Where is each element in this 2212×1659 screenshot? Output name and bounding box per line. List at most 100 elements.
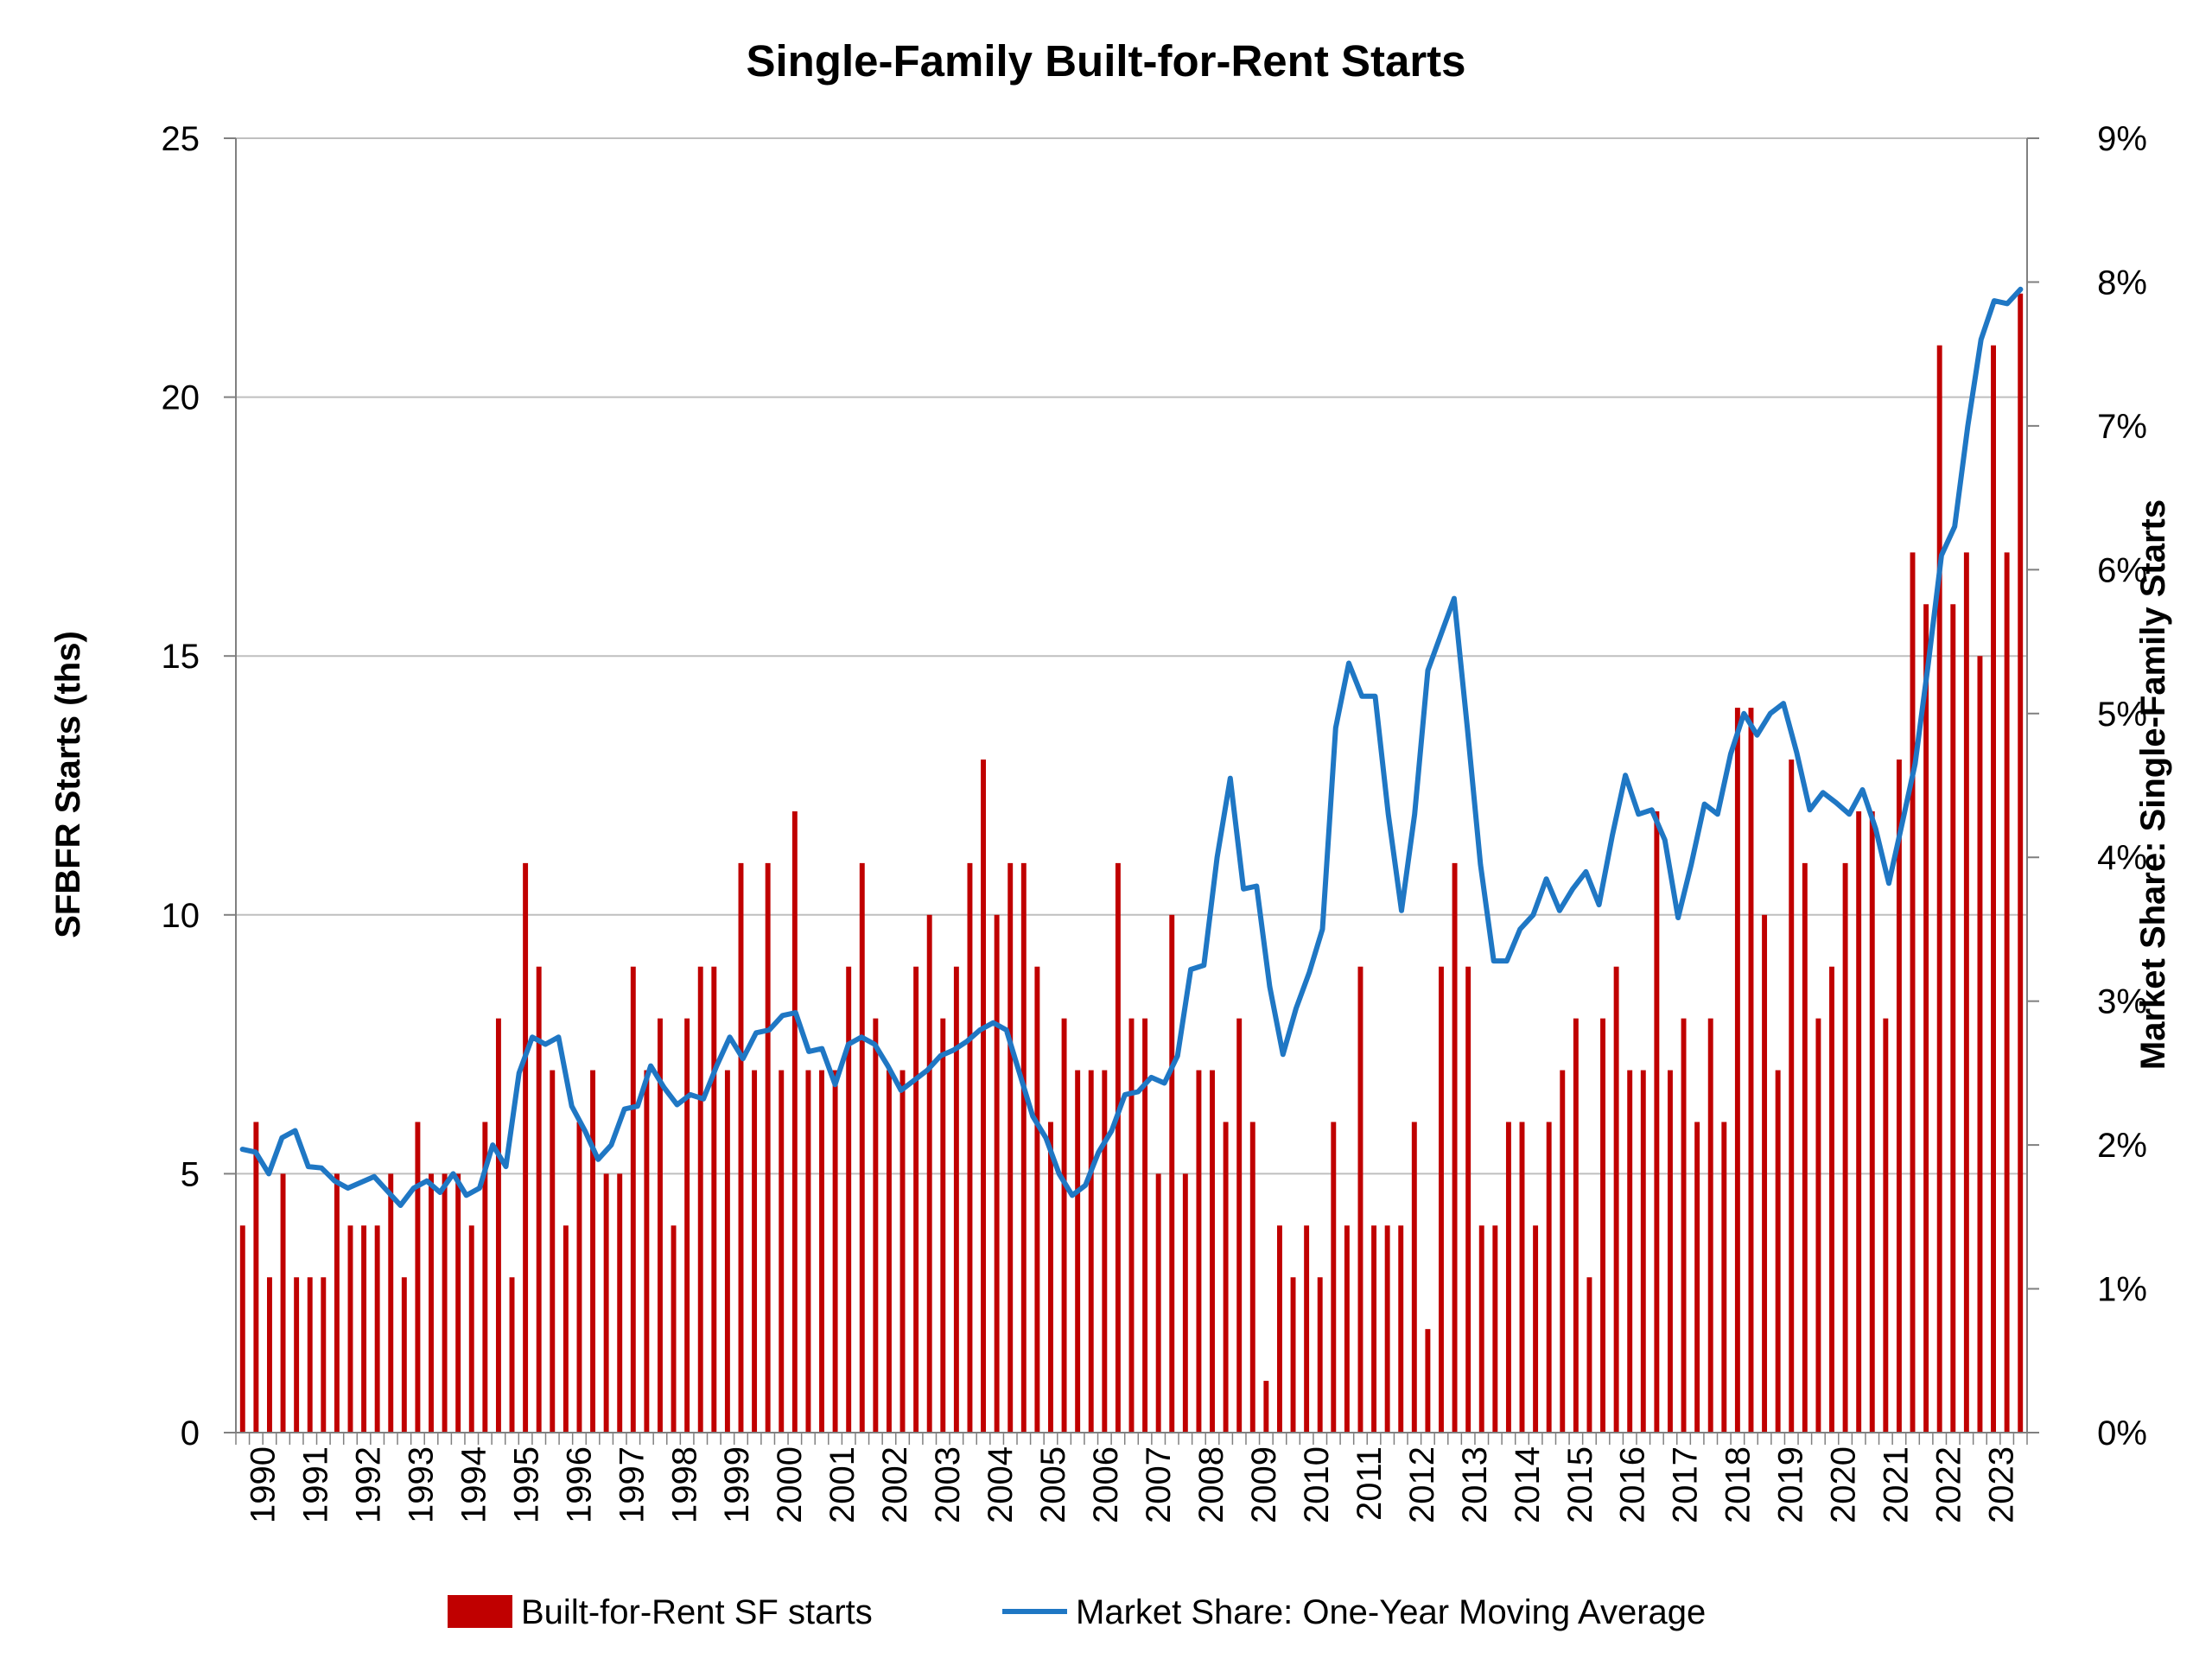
bar xyxy=(711,966,717,1433)
bar xyxy=(913,966,919,1433)
bar xyxy=(550,1070,556,1433)
bar xyxy=(1883,1018,1889,1433)
bar xyxy=(1842,862,1848,1433)
right-tick-label: 4% xyxy=(2097,839,2147,877)
legend-line-label: Market Share: One-Year Moving Average xyxy=(1076,1593,1706,1631)
bar xyxy=(617,1173,623,1433)
bar xyxy=(1411,1122,1417,1433)
bar xyxy=(994,914,1000,1433)
bar xyxy=(1115,862,1121,1433)
bar xyxy=(1977,656,1983,1433)
bar xyxy=(1762,914,1768,1433)
bar xyxy=(791,810,798,1433)
bar xyxy=(981,760,987,1433)
bar xyxy=(738,862,744,1433)
bar xyxy=(1384,1225,1390,1433)
bar xyxy=(1236,1018,1243,1433)
bar xyxy=(455,1173,461,1433)
bar xyxy=(1694,1122,1700,1433)
bar xyxy=(401,1277,407,1433)
bar xyxy=(1910,552,1916,1433)
x-tick-label: 2014 xyxy=(1509,1446,1547,1523)
x-tick-label: 1998 xyxy=(665,1446,703,1523)
bar xyxy=(752,1070,758,1433)
bar xyxy=(1627,1070,1633,1433)
x-tick-label: 2001 xyxy=(823,1446,861,1523)
bar xyxy=(1196,1070,1202,1433)
bar xyxy=(307,1277,313,1433)
bar xyxy=(886,1070,892,1433)
x-tick-label: 1997 xyxy=(613,1446,651,1523)
x-tick-label: 2010 xyxy=(1298,1446,1336,1523)
x-axis-ticks: 1990 1991 1992 1993 1994 1995 1996 1997 1998 1999… xyxy=(235,1433,2028,1523)
bar xyxy=(1128,1018,1135,1433)
bar xyxy=(1398,1225,1404,1433)
bar xyxy=(1896,760,1902,1433)
bar xyxy=(1263,1381,1269,1433)
bar xyxy=(1586,1277,1592,1433)
legend: Built-for-Rent SF starts Market Share: O… xyxy=(448,1593,1706,1631)
x-tick-label: 2005 xyxy=(1034,1446,1072,1523)
bar xyxy=(482,1122,488,1433)
x-tick-label: 2006 xyxy=(1087,1446,1125,1523)
bar xyxy=(1249,1122,1255,1433)
right-tick-label: 1% xyxy=(2097,1271,2147,1309)
bar xyxy=(1020,862,1027,1433)
bar xyxy=(347,1225,353,1433)
market-share-line xyxy=(239,286,2024,1208)
bar xyxy=(1425,1329,1431,1433)
bar xyxy=(1667,1070,1673,1433)
bar xyxy=(1533,1225,1539,1433)
left-tick-label: 0 xyxy=(181,1414,200,1452)
x-tick-label: 2016 xyxy=(1614,1446,1652,1523)
x-tick-label: 2018 xyxy=(1719,1446,1758,1523)
bar xyxy=(321,1277,327,1433)
bar xyxy=(280,1173,286,1433)
bar xyxy=(1102,1070,1108,1433)
bar xyxy=(1748,708,1754,1433)
bar xyxy=(846,966,852,1433)
bar xyxy=(1276,1225,1282,1433)
right-tick-label: 6% xyxy=(2097,551,2147,589)
left-axis-ticks: 0 5 10 15 20 25 xyxy=(162,120,236,1452)
bar xyxy=(1869,810,1875,1433)
bar xyxy=(1357,966,1363,1433)
x-tick-label: 2000 xyxy=(771,1446,809,1523)
bar xyxy=(374,1225,380,1433)
bar xyxy=(832,1070,838,1433)
bar xyxy=(576,1122,582,1433)
bar-series xyxy=(239,293,2024,1433)
bar xyxy=(2018,293,2024,1433)
bar xyxy=(899,1070,906,1433)
x-tick-label: 2019 xyxy=(1772,1446,1810,1523)
bar xyxy=(967,862,973,1433)
x-tick-label: 2017 xyxy=(1667,1446,1705,1523)
bar xyxy=(1721,1122,1727,1433)
bar xyxy=(644,1070,650,1433)
bar xyxy=(1304,1225,1310,1433)
bar xyxy=(267,1277,272,1433)
bar xyxy=(1331,1122,1337,1433)
x-tick-label: 2015 xyxy=(1561,1446,1599,1523)
bar xyxy=(2004,552,2010,1433)
bar xyxy=(1075,1070,1081,1433)
bar xyxy=(1169,914,1175,1433)
bar xyxy=(442,1173,448,1433)
right-tick-label: 3% xyxy=(2097,983,2147,1021)
bar xyxy=(1546,1122,1552,1433)
bar xyxy=(1600,1018,1605,1433)
bar xyxy=(1829,966,1834,1433)
bar xyxy=(1155,1173,1161,1433)
bar xyxy=(1560,1070,1566,1433)
bar xyxy=(1223,1122,1229,1433)
bar xyxy=(1290,1277,1296,1433)
bar xyxy=(953,966,959,1433)
x-tick-label: 1995 xyxy=(507,1446,545,1523)
bar xyxy=(1344,1225,1350,1433)
bar xyxy=(697,966,703,1433)
bar xyxy=(1815,1018,1821,1433)
right-tick-label: 5% xyxy=(2097,696,2147,734)
bar xyxy=(253,1122,259,1433)
x-tick-label: 2021 xyxy=(1878,1446,1916,1523)
